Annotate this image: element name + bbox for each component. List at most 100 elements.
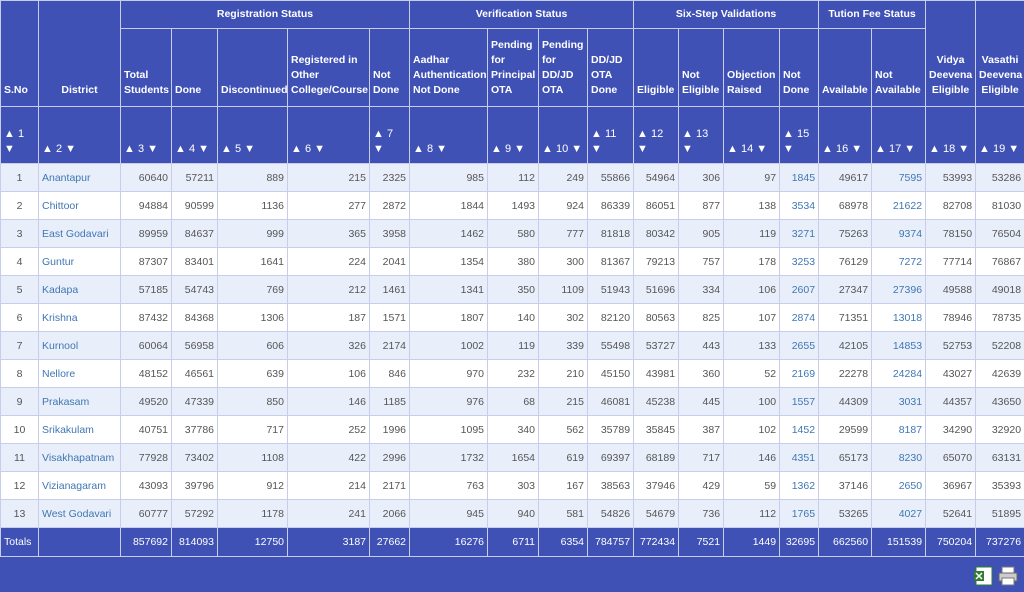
sort-asc[interactable]: ▲ — [929, 143, 943, 155]
sort-desc[interactable]: ▼ — [62, 143, 77, 155]
district-name[interactable]: West Godavari — [38, 499, 121, 528]
sort-asc[interactable]: ▲ — [42, 143, 56, 155]
sort-desc[interactable]: ▼ — [311, 143, 326, 155]
sort-desc[interactable]: ▼ — [241, 143, 256, 155]
data-row: 12 Vizianagaram 43093 39796 912 214 2171 763 303… — [0, 471, 1024, 500]
sort-desc[interactable]: ▼ — [783, 143, 794, 155]
cell-value[interactable]: 2655 — [779, 331, 820, 360]
cell-value[interactable]: 1845 — [779, 163, 820, 192]
excel-icon[interactable] — [974, 566, 993, 586]
sort-asc[interactable]: ▲ — [591, 128, 605, 140]
sort-desc[interactable]: ▼ — [848, 143, 863, 155]
sort-desc[interactable]: ▼ — [144, 143, 159, 155]
cell-value: 1306 — [217, 303, 288, 332]
sort-desc[interactable]: ▼ — [591, 143, 602, 155]
cell-value: 924 — [538, 191, 588, 220]
district-name[interactable]: Kadapa — [38, 275, 121, 304]
cell-value[interactable]: 2169 — [779, 359, 820, 388]
sort-asc[interactable]: ▲ — [727, 143, 741, 155]
cell-value[interactable]: 3534 — [779, 191, 820, 220]
district-name[interactable]: Vizianagaram — [38, 471, 121, 500]
sort-desc[interactable]: ▼ — [901, 143, 916, 155]
cell-value: 1844 — [409, 191, 488, 220]
district-name[interactable]: East Godavari — [38, 219, 121, 248]
cell-value: 57292 — [171, 499, 218, 528]
sort-asc[interactable]: ▲ — [221, 143, 235, 155]
sort-asc[interactable]: ▲ — [124, 143, 138, 155]
sort-asc[interactable]: ▲ — [979, 143, 993, 155]
cell-value[interactable]: 1452 — [779, 415, 820, 444]
column-header: Not Eligible — [678, 28, 725, 107]
cell-value: 53993 — [925, 163, 977, 192]
cell-value[interactable]: 14853 — [871, 331, 927, 360]
sort-asc[interactable]: ▲ — [291, 143, 305, 155]
sort-asc[interactable]: ▲ — [491, 143, 505, 155]
sort-asc[interactable]: ▲ — [175, 143, 189, 155]
sort-asc[interactable]: ▲ — [4, 128, 18, 140]
sort-desc[interactable]: ▼ — [433, 143, 448, 155]
cell-value[interactable]: 3271 — [779, 219, 820, 248]
sort-desc[interactable]: ▼ — [568, 143, 583, 155]
district-name[interactable]: Guntur — [38, 247, 121, 276]
sort-cell: ▲ 11 ▼ — [586, 106, 635, 164]
cell-value[interactable]: 3031 — [871, 387, 927, 416]
district-name[interactable]: Nellore — [38, 359, 121, 388]
cell-value[interactable]: 3253 — [779, 247, 820, 276]
cell-value[interactable]: 2650 — [871, 471, 927, 500]
sort-desc[interactable]: ▼ — [373, 143, 384, 155]
sort-asc[interactable]: ▲ — [822, 143, 836, 155]
cell-value[interactable]: 24284 — [871, 359, 927, 388]
sort-asc[interactable]: ▲ — [682, 128, 696, 140]
column-header: Vasathi Deevena Eligible — [975, 0, 1024, 107]
cell-value: 35845 — [633, 415, 680, 444]
cell-value: 905 — [678, 219, 725, 248]
sort-desc[interactable]: ▼ — [637, 143, 648, 155]
sort-desc[interactable]: ▼ — [511, 143, 526, 155]
cell-value[interactable]: 2607 — [779, 275, 820, 304]
cell-value[interactable]: 2874 — [779, 303, 820, 332]
district-name[interactable]: Anantapur — [38, 163, 121, 192]
print-icon[interactable] — [998, 566, 1018, 586]
sort-asc[interactable]: ▲ — [783, 128, 797, 140]
district-name[interactable]: Chittoor — [38, 191, 121, 220]
cell-value[interactable]: 7272 — [871, 247, 927, 276]
sort-asc[interactable]: ▲ — [637, 128, 651, 140]
district-name[interactable]: Kurnool — [38, 331, 121, 360]
cell-value: 75263 — [818, 219, 873, 248]
cell-value[interactable]: 1557 — [779, 387, 820, 416]
sort-desc[interactable]: ▼ — [195, 143, 210, 155]
cell-value[interactable]: 21622 — [871, 191, 927, 220]
sort-asc[interactable]: ▲ — [542, 143, 556, 155]
sort-desc[interactable]: ▼ — [1005, 143, 1020, 155]
cell-value[interactable]: 4351 — [779, 443, 820, 472]
sort-desc[interactable]: ▼ — [682, 143, 693, 155]
cell-value: 49018 — [975, 275, 1024, 304]
cell-value[interactable]: 27396 — [871, 275, 927, 304]
district-name[interactable]: Prakasam — [38, 387, 121, 416]
column-number: 15 — [797, 128, 810, 140]
cell-value[interactable]: 1362 — [779, 471, 820, 500]
cell-value[interactable]: 7595 — [871, 163, 927, 192]
column-header: Objection Raised — [723, 28, 781, 107]
cell-value[interactable]: 9374 — [871, 219, 927, 248]
serial-number: 3 — [0, 219, 39, 248]
cell-value: 44309 — [818, 387, 873, 416]
district-name[interactable]: Visakhapatnam — [38, 443, 121, 472]
cell-value[interactable]: 4027 — [871, 499, 927, 528]
totals-value: 857692 — [120, 527, 172, 557]
cell-value[interactable]: 13018 — [871, 303, 927, 332]
cell-value: 48152 — [120, 359, 172, 388]
sort-desc[interactable]: ▼ — [753, 143, 768, 155]
sort-asc[interactable]: ▲ — [875, 143, 889, 155]
cell-value[interactable]: 8187 — [871, 415, 927, 444]
sort-desc[interactable]: ▼ — [955, 143, 970, 155]
sort-asc[interactable]: ▲ — [413, 143, 427, 155]
sort-asc[interactable]: ▲ — [373, 128, 387, 140]
cell-value: 45238 — [633, 387, 680, 416]
district-name[interactable]: Srikakulam — [38, 415, 121, 444]
cell-value[interactable]: 8230 — [871, 443, 927, 472]
data-row: 7 Kurnool 60064 56958 606 326 2174 1002 119 339 55… — [0, 331, 1024, 360]
sort-desc[interactable]: ▼ — [4, 143, 15, 155]
district-name[interactable]: Krishna — [38, 303, 121, 332]
cell-value[interactable]: 1765 — [779, 499, 820, 528]
